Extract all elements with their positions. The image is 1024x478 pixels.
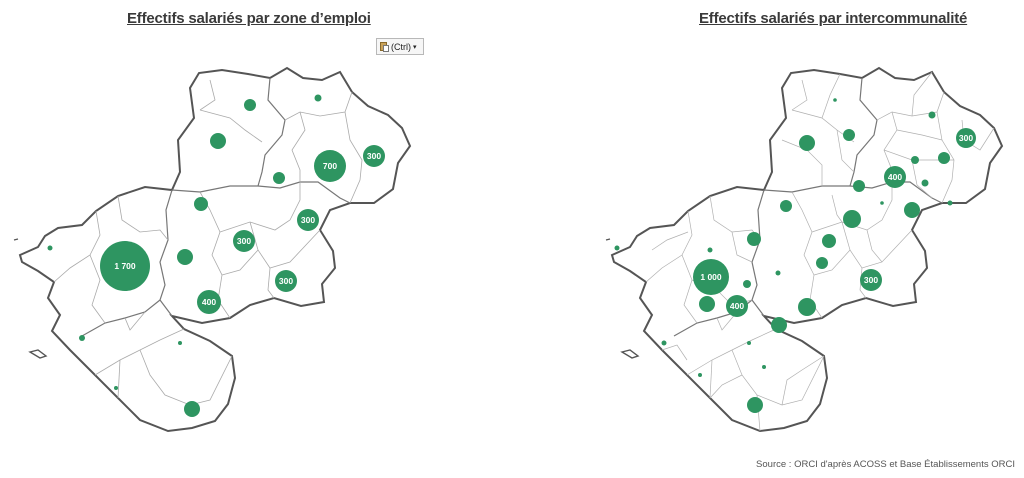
- islands-left: [13, 238, 48, 359]
- paste-options-button[interactable]: (Ctrl) ▾: [376, 38, 424, 55]
- islands-right: [605, 238, 640, 359]
- bubble: [177, 249, 193, 265]
- bubble: [921, 179, 929, 187]
- bubble: [614, 245, 620, 251]
- bubble: [699, 296, 715, 312]
- bubble: [771, 317, 787, 333]
- region-outline-left: [19, 67, 411, 432]
- bubbles-right: [614, 98, 976, 413]
- bubble: [816, 257, 828, 269]
- bubble: [780, 200, 792, 212]
- bubble: [843, 129, 855, 141]
- bubble-label: 300: [279, 276, 293, 286]
- bubble: [853, 180, 865, 192]
- bubble: [178, 341, 182, 345]
- bubble: [363, 145, 385, 167]
- bubble-label: 1 000: [700, 272, 722, 282]
- bubble-label: 700: [323, 161, 337, 171]
- map-title-right: Effectifs salariés par intercommunalité: [699, 10, 968, 27]
- bubble: [661, 340, 667, 346]
- paste-options-label: (Ctrl): [391, 41, 411, 52]
- map-title-left: Effectifs salariés par zone d’emploi: [127, 10, 371, 27]
- bubble: [904, 202, 920, 218]
- chevron-down-icon: ▾: [413, 43, 417, 51]
- paste-clipboard-icon: [380, 41, 389, 52]
- bubble: [244, 99, 256, 111]
- bubble: [79, 335, 85, 341]
- bubble: [314, 150, 346, 182]
- bubble: [860, 269, 882, 291]
- bubble: [833, 98, 837, 102]
- bubble-label: 300: [959, 133, 973, 143]
- source-note: Source : ORCI d'après ACOSS et Base Étab…: [756, 459, 1015, 470]
- bubble: [210, 133, 226, 149]
- bubble-label: 1 700: [114, 261, 136, 271]
- bubble: [194, 197, 208, 211]
- bubble: [884, 166, 906, 188]
- bubble: [928, 111, 936, 119]
- bubbles-left: [47, 94, 385, 417]
- bubble: [297, 209, 319, 231]
- bubble: [747, 341, 751, 345]
- bubble: [799, 135, 815, 151]
- region-outline-right: [611, 67, 1003, 432]
- bubble: [947, 200, 953, 206]
- bubble: [114, 386, 118, 390]
- bubble-label: 400: [730, 301, 744, 311]
- bubble: [747, 397, 763, 413]
- bubble: [956, 128, 976, 148]
- bubble: [707, 247, 713, 253]
- map-left: 1 700 700 400 300 300 300 300: [13, 67, 411, 432]
- bubble: [938, 152, 950, 164]
- bubble: [798, 298, 816, 316]
- bubble: [843, 210, 861, 228]
- bubble: [911, 156, 919, 164]
- bubble: [314, 94, 322, 102]
- bubble-label: 300: [864, 275, 878, 285]
- bubble: [698, 373, 702, 377]
- map-right: 1 000 400 400 300 300: [605, 67, 1003, 432]
- bubble: [273, 172, 285, 184]
- bubble: [775, 270, 781, 276]
- bubble: [880, 201, 884, 205]
- bubble-label: 400: [202, 297, 216, 307]
- bubble: [100, 241, 150, 291]
- bubble: [184, 401, 200, 417]
- bubble: [747, 232, 761, 246]
- bubble: [233, 230, 255, 252]
- bubble: [693, 259, 729, 295]
- bubble: [197, 290, 221, 314]
- bubble: [822, 234, 836, 248]
- bubble-label: 300: [367, 151, 381, 161]
- bubble-label: 300: [301, 215, 315, 225]
- bubble-label: 400: [888, 172, 902, 182]
- bubble-label: 300: [237, 236, 251, 246]
- bubble: [275, 270, 297, 292]
- bubble: [47, 245, 53, 251]
- bubble: [743, 280, 751, 288]
- bubble: [762, 365, 766, 369]
- bubble: [726, 295, 748, 317]
